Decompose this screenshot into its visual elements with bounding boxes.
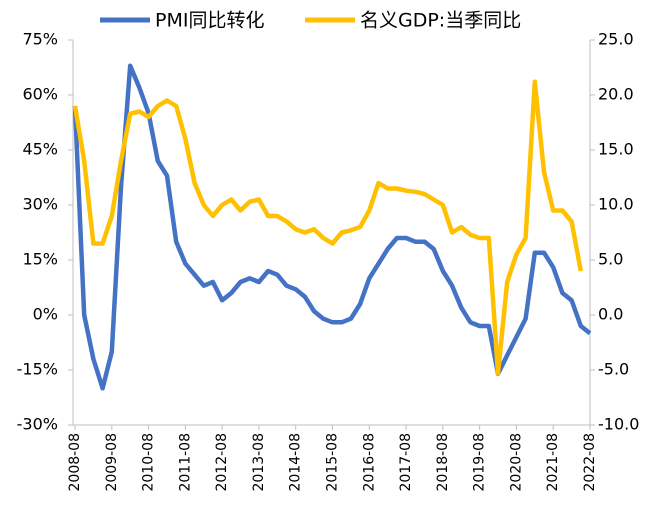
y2-tick-label: 15.0 bbox=[598, 140, 634, 159]
x-tick-label: 2021-08 bbox=[545, 433, 561, 492]
y-tick-label: -30% bbox=[17, 415, 58, 434]
x-tick-label: 2011-08 bbox=[177, 433, 193, 492]
x-tick-label: 2020-08 bbox=[508, 433, 524, 492]
y-tick-label: 0% bbox=[33, 305, 58, 324]
x-tick-label: 2008-08 bbox=[67, 433, 83, 492]
y-tick-label: 75% bbox=[22, 30, 58, 49]
x-tick-label: 2010-08 bbox=[141, 433, 157, 492]
x-tick-label: 2012-08 bbox=[214, 433, 230, 492]
x-tick-label: 2017-08 bbox=[398, 433, 414, 492]
y-tick-label: -15% bbox=[17, 360, 58, 379]
y2-tick-label: 0.0 bbox=[598, 305, 623, 324]
y2-tick-label: 10.0 bbox=[598, 195, 634, 214]
y-tick-label: 30% bbox=[22, 195, 58, 214]
series-line bbox=[72, 79, 584, 376]
legend-label: 名义GDP:当季同比 bbox=[360, 10, 521, 32]
x-tick-label: 2016-08 bbox=[361, 433, 377, 492]
y2-tick-label: -10.0 bbox=[598, 415, 639, 434]
x-tick-label: 2015-08 bbox=[325, 433, 341, 492]
y2-tick-label: -5.0 bbox=[598, 360, 629, 379]
y2-tick-label: 20.0 bbox=[598, 85, 634, 104]
x-tick-label: 2018-08 bbox=[435, 433, 451, 492]
x-tick-label: 2019-08 bbox=[472, 433, 488, 492]
y2-tick-label: 25.0 bbox=[598, 30, 634, 49]
legend-label: PMI同比转化 bbox=[155, 10, 264, 32]
x-tick-label: 2013-08 bbox=[251, 433, 267, 492]
x-tick-label: 2009-08 bbox=[104, 433, 120, 492]
x-tick-label: 2022-08 bbox=[582, 433, 598, 492]
y2-tick-label: 5.0 bbox=[598, 250, 623, 269]
y-tick-label: 60% bbox=[22, 85, 58, 104]
y-tick-label: 15% bbox=[22, 250, 58, 269]
series-line bbox=[72, 63, 592, 391]
y-tick-label: 45% bbox=[22, 140, 58, 159]
x-tick-label: 2014-08 bbox=[288, 433, 304, 492]
